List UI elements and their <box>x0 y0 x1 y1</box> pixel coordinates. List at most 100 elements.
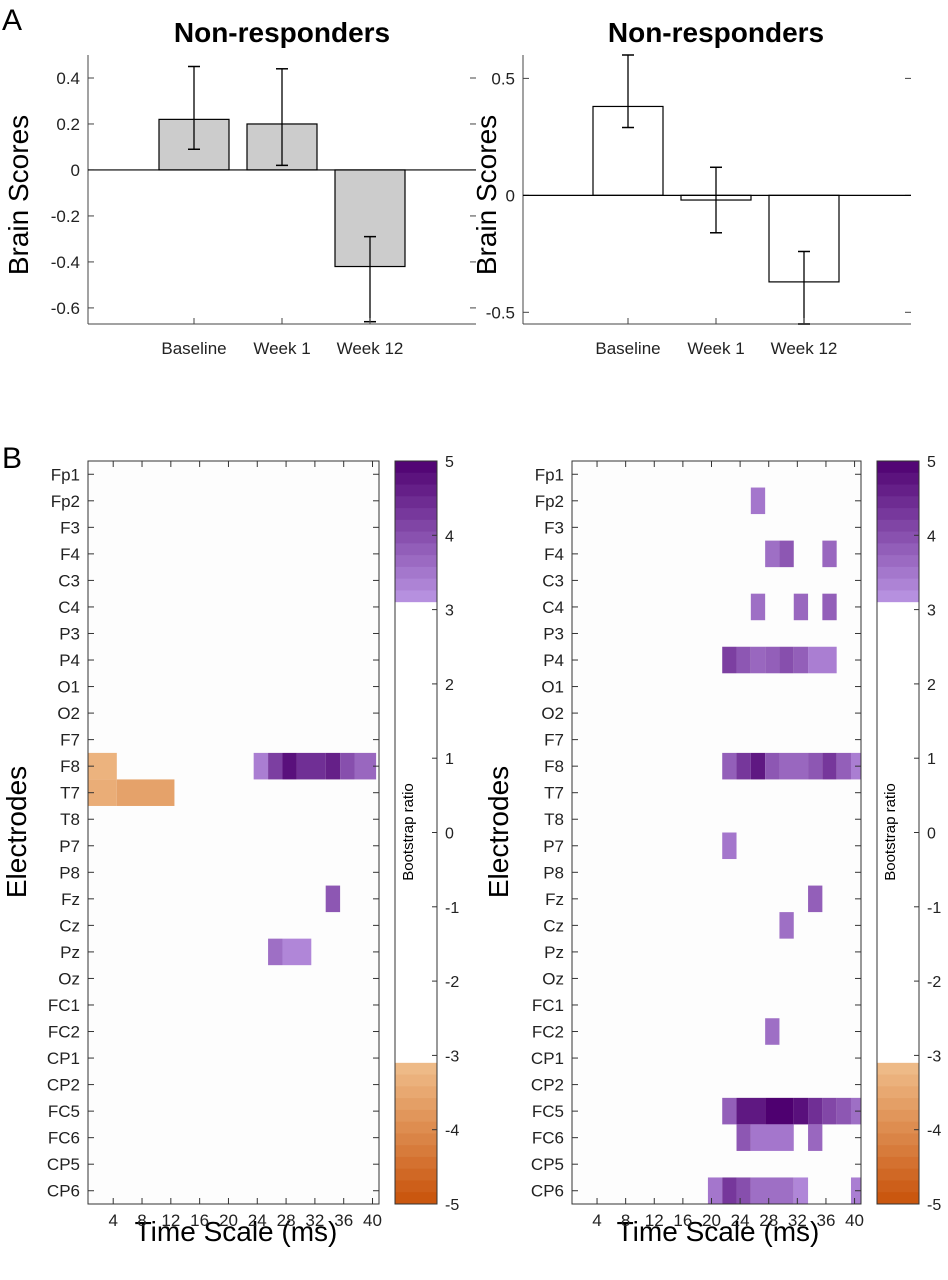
electrode-label: Oz <box>58 969 80 988</box>
heatmap-cell <box>779 912 794 939</box>
heatmap-cell <box>822 1097 837 1125</box>
heatmap-cell <box>722 1097 737 1125</box>
heatmap-cell <box>808 646 837 674</box>
heatmap-1-xlabel: Time Scale (ms) <box>135 1216 338 1247</box>
heatmap-background <box>88 461 379 1204</box>
electrode-label: P8 <box>59 863 80 882</box>
electrode-label: CP2 <box>531 1076 564 1095</box>
colorbar-swatch-negative <box>877 1062 919 1076</box>
colorbar-swatch-negative <box>395 1168 437 1181</box>
heatmap-frame <box>87 460 380 1205</box>
electrode-label: C4 <box>58 598 80 617</box>
electrode-label: CP1 <box>47 1049 80 1068</box>
x-tick-label: Baseline <box>161 339 226 358</box>
heatmap-2-xlabel: Time Scale (ms) <box>617 1216 820 1247</box>
electrode-label: Fp1 <box>535 465 564 484</box>
electrode-label: Cz <box>59 916 80 935</box>
colorbar-tick-label: 3 <box>927 603 936 620</box>
electrode-label: Fp1 <box>51 465 80 484</box>
x-tick-label: 36 <box>816 1211 835 1230</box>
electrode-label: F3 <box>60 518 80 537</box>
bar-chart-1-plot: 0.4 0.2 0 -0.2 -0.4 -0.6 Baseline Week 1 Week 12 <box>51 55 476 358</box>
x-tick-label: 20 <box>219 1211 238 1230</box>
electrode-label: Oz <box>542 969 564 988</box>
electrode-label: C3 <box>542 571 564 590</box>
heatmap-cell <box>325 752 341 780</box>
electrode-label: CP5 <box>47 1155 80 1174</box>
colorbar-swatch-positive <box>395 508 437 521</box>
electrode-label: T7 <box>544 784 564 803</box>
x-tick-label: 40 <box>845 1211 864 1230</box>
x-tick-label: 36 <box>334 1211 353 1230</box>
heatmap-cell <box>765 1018 780 1045</box>
heatmap-cell <box>765 752 780 780</box>
heatmap-cell <box>765 646 780 674</box>
heatmap-cell <box>722 832 737 860</box>
heatmap-1-ylabel: Electrodes <box>1 766 32 898</box>
colorbar-swatch-positive <box>877 519 919 533</box>
electrode-label: P3 <box>59 624 80 643</box>
electrode-label: FC1 <box>532 996 564 1015</box>
colorbar-tick-label: -2 <box>445 974 459 991</box>
colorbar-tick-label: 3 <box>445 603 454 620</box>
electrode-label: O2 <box>541 704 564 723</box>
heatmap-cell <box>779 752 809 780</box>
x-tick-label: 40 <box>363 1211 382 1230</box>
x-tick-label: 28 <box>759 1211 778 1230</box>
x-tick-label: 24 <box>731 1211 750 1230</box>
colorbar-tick-label: 0 <box>927 826 936 843</box>
electrode-label: Fp2 <box>535 492 564 511</box>
heatmap-cell <box>340 752 355 780</box>
heatmap-1-colorbar: 5 4 3 2 1 0 -1 -2 -3 -4 -5 <box>394 454 459 1214</box>
heatmap-cell <box>736 1124 751 1151</box>
heatmap-cell <box>282 752 297 780</box>
heatmap-cell <box>836 1097 851 1125</box>
heatmap-cell <box>736 752 751 780</box>
colorbar-swatch-positive <box>395 531 437 544</box>
electrode-label: Fz <box>61 890 80 909</box>
colorbar-swatch-positive <box>395 555 437 568</box>
colorbar-tick-label: -1 <box>445 900 459 917</box>
heatmap-cell <box>722 646 737 674</box>
heatmap-background <box>572 461 861 1204</box>
x-tick-label: 32 <box>305 1211 324 1230</box>
electrode-label: F4 <box>544 545 564 564</box>
x-tick-label: 12 <box>161 1211 180 1230</box>
colorbar-tick-label: 2 <box>445 677 454 694</box>
heatmap-cell <box>793 593 809 621</box>
colorbar-tick-label: -2 <box>927 974 941 991</box>
y-tick-label: 0.2 <box>56 115 80 134</box>
colorbar-swatch-negative <box>877 1074 919 1087</box>
heatmap-cell <box>750 646 766 674</box>
x-tick-label: 28 <box>277 1211 296 1230</box>
colorbar-tick-label: 1 <box>927 751 936 768</box>
colorbar-tick-label: 5 <box>445 454 454 471</box>
colorbar-swatch-negative <box>395 1086 437 1099</box>
colorbar-swatch-negative <box>877 1145 919 1158</box>
x-tick-label: Baseline <box>595 339 660 358</box>
colorbar-swatch-positive <box>877 543 919 556</box>
colorbar-swatch-negative <box>877 1133 919 1146</box>
colorbar-tick-label: 1 <box>445 751 454 768</box>
colorbar-swatch-negative <box>877 1192 919 1205</box>
bar-chart-1: Non-responders Brain Scores 0.4 0.2 0 -0.2 -… <box>3 17 476 358</box>
colorbar-swatch-negative <box>395 1145 437 1158</box>
y-tick-label: -0.6 <box>51 299 80 318</box>
heatmap-cell <box>808 885 823 913</box>
heatmap-cell <box>822 540 837 568</box>
electrode-label: P7 <box>59 837 80 856</box>
electrode-label: Fp2 <box>51 492 80 511</box>
colorbar-swatch-positive <box>395 461 437 474</box>
colorbar-tick-label: 4 <box>445 528 454 545</box>
colorbar-swatch-positive <box>395 472 437 486</box>
electrode-label: Pz <box>60 943 80 962</box>
bar-chart-2-title: Non-responders <box>608 17 824 48</box>
bar-chart-2-ylabel: Brain Scores <box>471 115 502 275</box>
colorbar-tick-label: -4 <box>927 1123 941 1140</box>
x-tick-label: 16 <box>190 1211 209 1230</box>
y-tick-label: 0.4 <box>56 69 80 88</box>
electrode-label: C3 <box>58 571 80 590</box>
heatmap-2-plot: Fp1 Fp2 F3 F4 C3 C4 P3 P4 O1 O2 F7 F8 T7 T8 P7 P8 Fz Cz Pz… <box>531 460 864 1230</box>
heatmap-cell <box>722 1177 737 1204</box>
electrode-label: T8 <box>544 810 564 829</box>
